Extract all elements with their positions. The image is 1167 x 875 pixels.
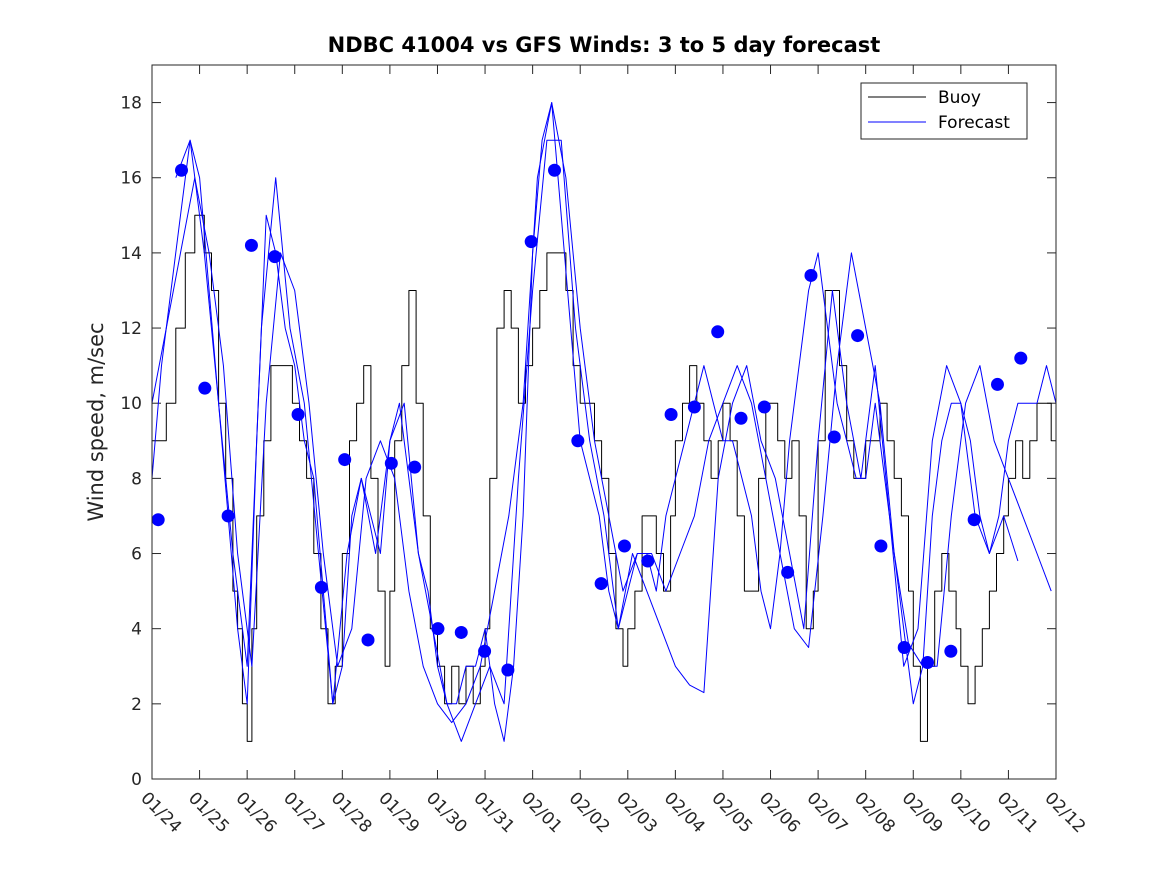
- forecast-point: [781, 565, 795, 579]
- chart-title: NDBC 41004 vs GFS Winds: 3 to 5 day fore…: [328, 33, 881, 57]
- forecast-point: [221, 509, 235, 523]
- forecast-point: [478, 644, 492, 658]
- forecast-point: [664, 407, 678, 421]
- forecast-point: [501, 663, 515, 677]
- forecast-point: [944, 644, 958, 658]
- forecast-point: [851, 329, 865, 343]
- forecast-point: [617, 539, 631, 553]
- forecast-point: [268, 250, 282, 264]
- forecast-point: [244, 238, 258, 252]
- forecast-point: [967, 513, 981, 527]
- y-tick-label: 14: [120, 244, 142, 264]
- legend-label-forecast: Forecast: [938, 113, 1010, 133]
- forecast-point: [921, 656, 935, 670]
- forecast-point: [874, 539, 888, 553]
- forecast-point: [151, 513, 165, 527]
- forecast-point: [384, 456, 398, 470]
- y-tick-label: 4: [131, 620, 142, 640]
- legend: Buoy Forecast: [860, 82, 1028, 140]
- forecast-point: [361, 633, 375, 647]
- forecast-point: [804, 268, 818, 282]
- forecast-point: [1014, 351, 1028, 365]
- forecast-point: [594, 577, 608, 591]
- y-tick-label: 10: [120, 394, 142, 414]
- forecast-point: [711, 325, 725, 339]
- forecast-point: [641, 554, 655, 568]
- forecast-point: [291, 407, 305, 421]
- forecast-point: [454, 625, 468, 639]
- y-tick-label: 8: [131, 469, 142, 489]
- forecast-point: [757, 400, 771, 414]
- forecast-point: [827, 430, 841, 444]
- y-tick-label: 2: [131, 695, 142, 715]
- y-tick-label: 0: [131, 770, 142, 790]
- forecast-point: [687, 400, 701, 414]
- axes-ticks: [151, 65, 1057, 780]
- forecast-point: [734, 411, 748, 425]
- y-tick-label: 18: [120, 94, 142, 114]
- forecast-point: [990, 377, 1004, 391]
- forecast-point: [571, 434, 585, 448]
- y-tick-label: 6: [131, 545, 142, 565]
- legend-box: [860, 82, 1028, 140]
- forecast-point: [174, 163, 188, 177]
- y-axis-label: Wind speed, m/sec: [84, 322, 108, 521]
- forecast-point: [338, 453, 352, 467]
- y-tick-label: 16: [120, 169, 142, 189]
- forecast-point: [198, 381, 212, 395]
- forecast-point: [314, 580, 328, 594]
- forecast-point: [524, 235, 538, 249]
- series-line-forecast-3: [151, 102, 1052, 724]
- forecast-point: [548, 163, 562, 177]
- y-tick-label: 12: [120, 319, 142, 339]
- forecast-point: [431, 622, 445, 636]
- y-axis-tick-labels: 0 2 4 6 8 10 12 14 16 18: [120, 94, 142, 790]
- forecast-point: [897, 640, 911, 654]
- axes-box: [151, 64, 1057, 780]
- forecast-point: [408, 460, 422, 474]
- plot-area: [151, 102, 1057, 742]
- legend-label-buoy: Buoy: [938, 88, 981, 108]
